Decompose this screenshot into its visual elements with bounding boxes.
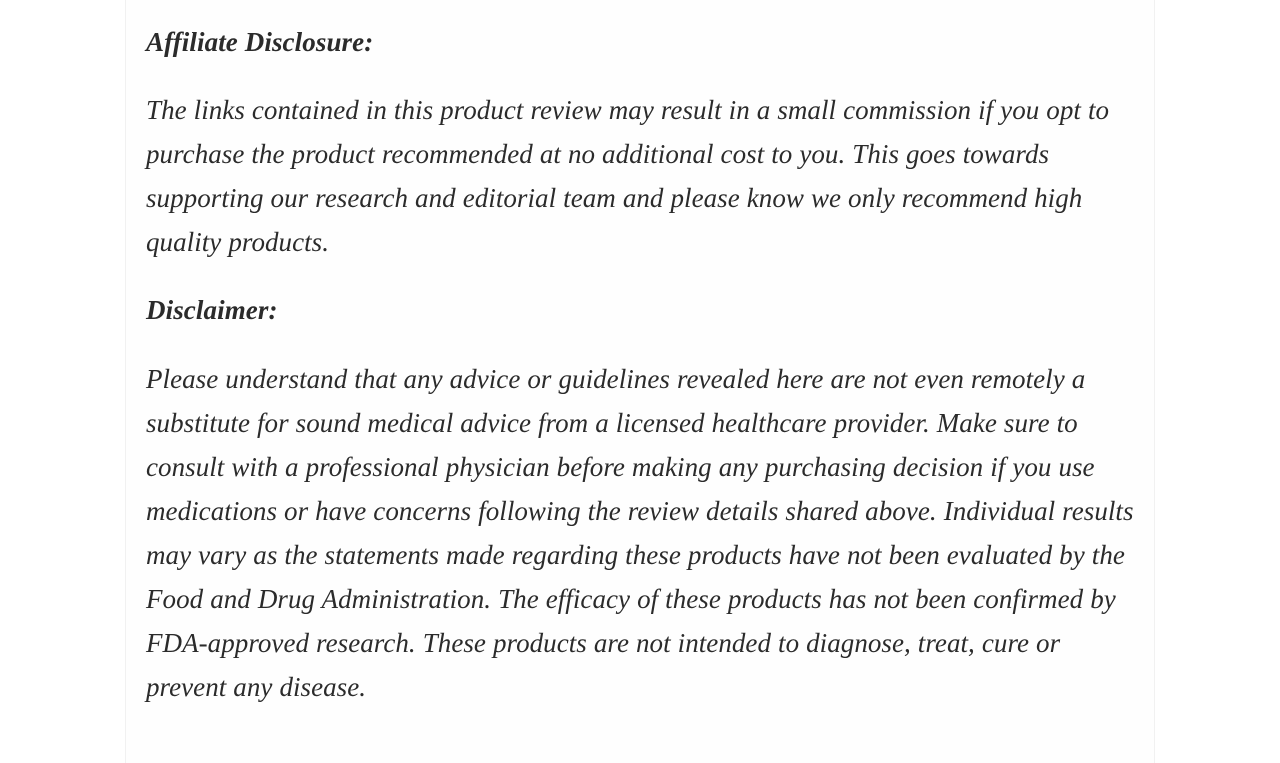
affiliate-disclosure-paragraph: The links contained in this product revi…	[146, 95, 1110, 257]
disclaimer-section: Disclaimer: Please understand that any a…	[146, 264, 1134, 709]
article-content-column: Affiliate Disclosure: The links containe…	[125, 0, 1155, 763]
affiliate-disclosure-heading: Affiliate Disclosure:	[146, 27, 374, 57]
affiliate-disclosure-section: Affiliate Disclosure: The links containe…	[146, 0, 1134, 264]
disclaimer-paragraph: Please understand that any advice or gui…	[146, 364, 1134, 702]
disclaimer-heading: Disclaimer:	[146, 295, 278, 325]
